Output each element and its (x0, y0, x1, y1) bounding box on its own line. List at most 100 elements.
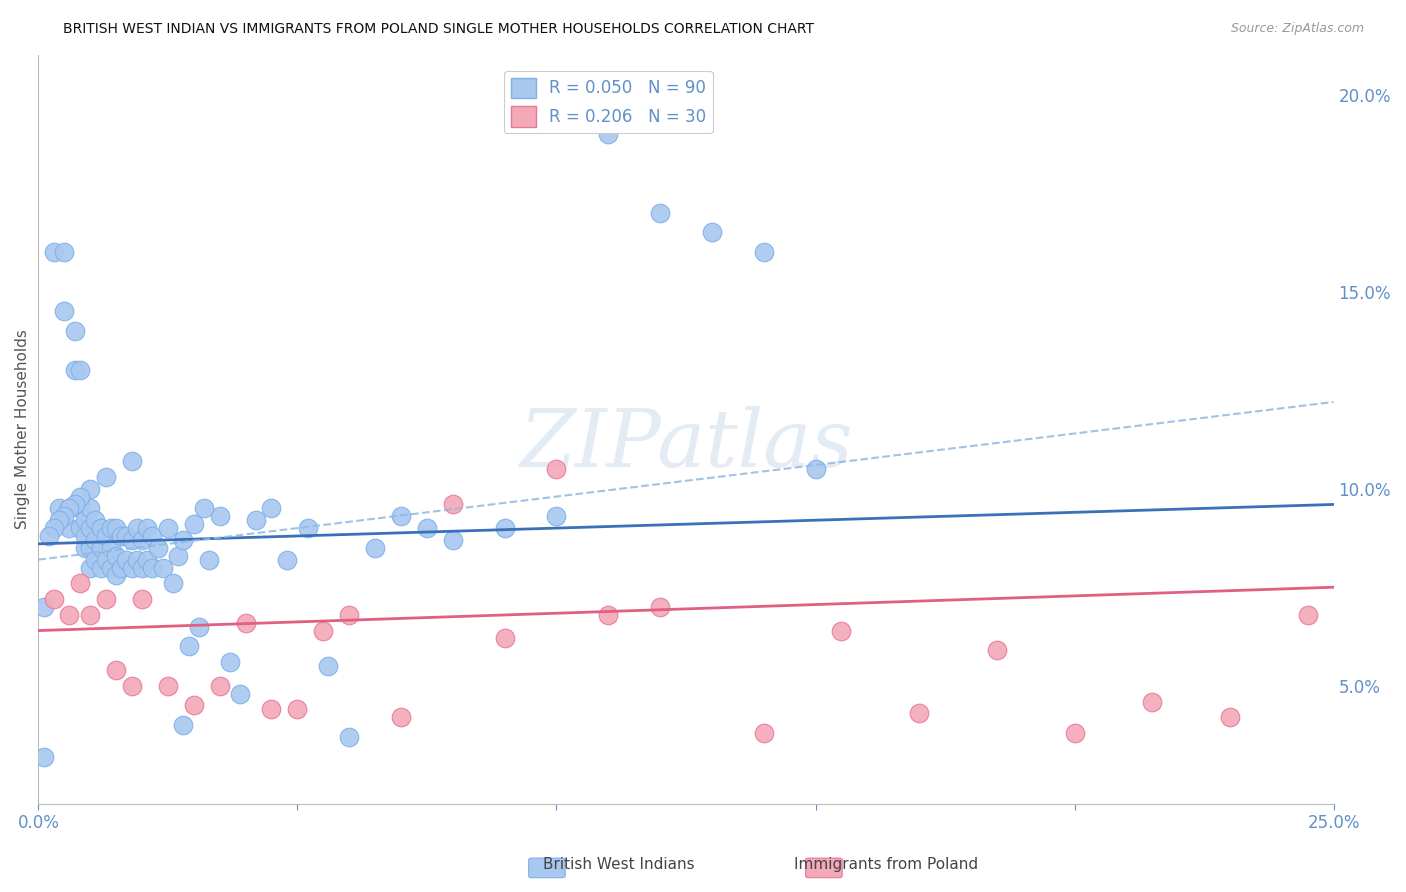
Point (110, 560, 132, 574)
Point (63, 498, 86, 512)
Point (389, 509, 412, 524)
Point (260, 702, 283, 716)
Point (546, 509, 568, 524)
Point (42, 592, 65, 607)
Point (177, 640, 200, 654)
Point (598, 127, 620, 141)
Point (598, 607, 620, 622)
Point (131, 533, 153, 547)
Point (79, 501, 101, 516)
Point (105, 663, 128, 677)
Point (73, 529, 96, 543)
Point (156, 521, 179, 535)
Text: Source: ZipAtlas.com: Source: ZipAtlas.com (1230, 22, 1364, 36)
Point (441, 533, 464, 547)
Text: BRITISH WEST INDIAN VS IMMIGRANTS FROM POLAND SINGLE MOTHER HOUSEHOLDS CORRELATI: BRITISH WEST INDIAN VS IMMIGRANTS FROM P… (63, 22, 814, 37)
Point (100, 560, 122, 574)
Point (183, 698, 205, 713)
FancyBboxPatch shape (806, 858, 842, 878)
Point (84, 513, 107, 527)
Point (79, 482, 101, 496)
Point (229, 687, 252, 701)
Point (48, 513, 70, 527)
Text: ZIPatlas: ZIPatlas (519, 406, 852, 483)
Point (208, 679, 231, 693)
Point (63, 324, 86, 338)
Point (48, 501, 70, 516)
Point (32, 599, 55, 614)
Point (364, 541, 387, 555)
Point (42, 245, 65, 260)
Point (136, 552, 159, 566)
Point (193, 501, 215, 516)
Point (162, 576, 184, 591)
Point (69, 521, 91, 535)
Point (69, 501, 91, 516)
Point (700, 226, 723, 240)
Point (121, 533, 143, 547)
Point (235, 615, 257, 630)
Point (79, 541, 101, 555)
Point (152, 560, 174, 574)
Point (58, 501, 80, 516)
Point (58, 607, 80, 622)
Point (1296, 607, 1319, 622)
Point (245, 513, 267, 527)
Point (287, 702, 309, 716)
Point (752, 245, 775, 260)
Point (141, 560, 163, 574)
Point (53, 509, 76, 524)
Point (156, 679, 179, 693)
Point (115, 529, 138, 543)
Point (172, 718, 194, 732)
Point (183, 517, 205, 532)
Point (105, 521, 128, 535)
Point (986, 643, 1008, 657)
Point (494, 632, 516, 646)
Point (141, 529, 163, 543)
Point (89, 521, 111, 535)
Point (89, 560, 111, 574)
Point (260, 501, 283, 516)
Point (100, 541, 122, 555)
Point (58, 501, 80, 516)
Point (105, 568, 128, 582)
Point (79, 607, 101, 622)
Point (69, 363, 91, 377)
Point (121, 560, 143, 574)
Point (131, 592, 153, 607)
Point (752, 726, 775, 740)
Point (804, 462, 827, 476)
Point (312, 624, 335, 638)
Point (188, 619, 211, 633)
Point (94, 592, 117, 607)
Point (94, 552, 117, 566)
Point (146, 541, 169, 555)
Point (131, 560, 153, 574)
Point (276, 552, 298, 566)
Point (318, 659, 340, 673)
Point (136, 521, 159, 535)
Point (115, 552, 138, 566)
Point (110, 529, 132, 543)
Y-axis label: Single Mother Households: Single Mother Households (15, 330, 30, 530)
Point (494, 521, 516, 535)
Point (908, 706, 931, 721)
Point (42, 521, 65, 535)
FancyBboxPatch shape (529, 858, 565, 878)
Point (125, 521, 148, 535)
Point (94, 529, 117, 543)
Point (1142, 694, 1164, 708)
Point (441, 498, 464, 512)
Point (105, 549, 128, 563)
Point (546, 462, 568, 476)
Point (121, 454, 143, 468)
Point (648, 599, 671, 614)
Point (337, 730, 360, 744)
Point (167, 549, 190, 563)
Point (69, 576, 91, 591)
Point (297, 521, 319, 535)
Point (32, 749, 55, 764)
Point (830, 624, 852, 638)
Legend: R = 0.050   N = 90, R = 0.206   N = 30: R = 0.050 N = 90, R = 0.206 N = 30 (503, 71, 713, 133)
